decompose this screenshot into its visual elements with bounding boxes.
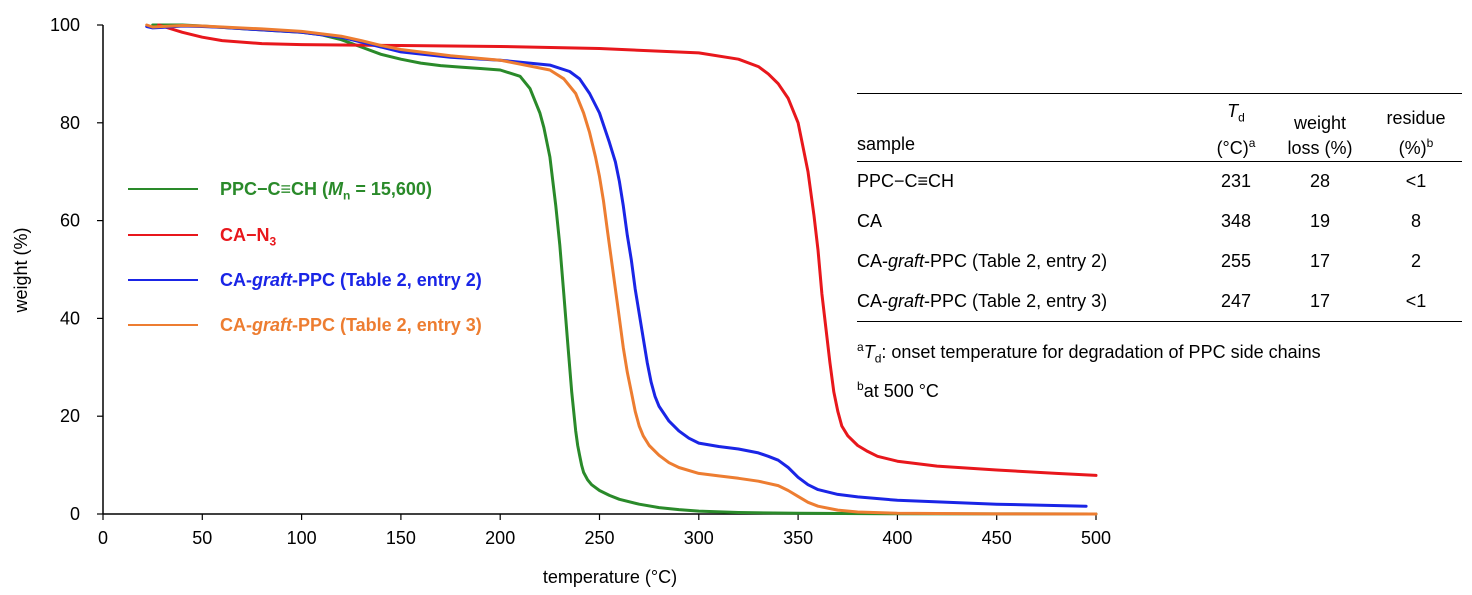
- x-tick-label: 200: [485, 528, 515, 548]
- header-residue: residue (%)b: [1386, 108, 1446, 158]
- cell-residue: 8: [1410, 211, 1421, 231]
- y-axis-label: weight (%): [11, 227, 31, 313]
- cell-residue: 2: [1410, 251, 1421, 271]
- header-sample: sample: [857, 134, 916, 154]
- table-row: PPC−C≡CH 231 28 <1: [857, 162, 1462, 202]
- legend-label: PPC−C≡CH (Mn = 15,600): [220, 179, 432, 203]
- cell-td: 255: [1220, 251, 1252, 271]
- cell-td: 348: [1220, 211, 1252, 231]
- x-tick-label: 350: [783, 528, 813, 548]
- x-tick-label: 0: [98, 528, 108, 548]
- table-header-row: sample Td (°C)a weight loss (%) residue (%…: [857, 93, 1462, 162]
- legend-swatch: [128, 324, 198, 326]
- cell-sample: PPC−C≡CH: [857, 171, 955, 192]
- x-tick-label: 100: [287, 528, 317, 548]
- legend-swatch: [128, 234, 198, 236]
- cell-sample: CA: [857, 211, 883, 231]
- y-tick-label: 40: [60, 308, 80, 328]
- table-row: CA 348 19 8: [857, 202, 1462, 242]
- x-tick-label: 150: [386, 528, 416, 548]
- y-tick-label: 60: [60, 211, 80, 231]
- x-tick-label: 300: [684, 528, 714, 548]
- cell-residue: <1: [1405, 171, 1427, 192]
- y-tick-label: 80: [60, 113, 80, 133]
- cell-td: 231: [1220, 171, 1252, 192]
- plot-area: [145, 23, 1098, 516]
- header-td: Td (°C)a: [1216, 101, 1256, 158]
- footnote-b: bat 500 °C: [857, 378, 939, 401]
- header-weight-loss: weight loss (%): [1287, 113, 1353, 158]
- table-row: CA-graft-PPC (Table 2, entry 2) 255 17 2: [857, 242, 1462, 282]
- cell-weight-loss: 17: [1309, 251, 1331, 271]
- y-tick-label: 0: [70, 504, 80, 524]
- legend-label: CA−N3: [220, 225, 277, 249]
- cell-td: 247: [1220, 290, 1252, 311]
- results-table: sample Td (°C)a weight loss (%) residue (%…: [857, 93, 1462, 322]
- series-line-4: [145, 23, 1098, 516]
- legend-swatch: [128, 188, 198, 190]
- legend-label: CA-graft-PPC (Table 2, entry 2): [220, 270, 482, 290]
- x-tick-label: 500: [1081, 528, 1111, 548]
- cell-weight-loss: 19: [1309, 211, 1331, 231]
- table-row: CA-graft-PPC (Table 2, entry 3) 247 17 <…: [857, 282, 1462, 322]
- legend-swatch: [128, 279, 198, 281]
- cell-sample: CA-graft-PPC (Table 2, entry 3): [857, 290, 1108, 311]
- x-tick-label: 250: [584, 528, 614, 548]
- x-tick-label: 400: [882, 528, 912, 548]
- x-axis-label: temperature (°C): [543, 567, 677, 587]
- y-tick-label: 100: [50, 15, 80, 35]
- legend-label: CA-graft-PPC (Table 2, entry 3): [220, 315, 482, 335]
- cell-weight-loss: 28: [1309, 171, 1331, 192]
- x-tick-label: 450: [982, 528, 1012, 548]
- cell-sample: CA-graft-PPC (Table 2, entry 2): [857, 251, 1108, 271]
- footnote-a: aTd: onset temperature for degradation o…: [857, 340, 1321, 366]
- x-tick-label: 50: [192, 528, 212, 548]
- y-tick-label: 20: [60, 406, 80, 426]
- axes: 0 50 100 150 200 250 300 350 400 450 500 0 20 40 60 80 1…: [50, 15, 1111, 548]
- cell-weight-loss: 17: [1309, 290, 1331, 311]
- cell-residue: <1: [1405, 290, 1427, 311]
- table-footnotes: aTd: onset temperature for degradation o…: [857, 334, 1321, 405]
